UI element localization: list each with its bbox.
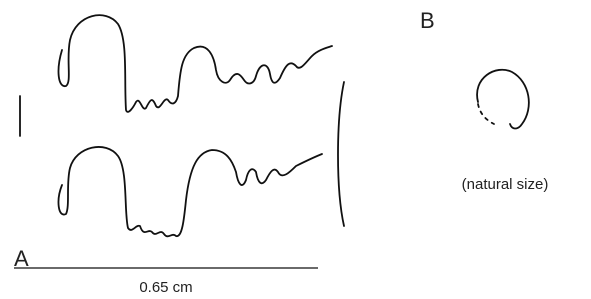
panel-label: B [420, 8, 435, 33]
caption: (natural size) [462, 176, 549, 193]
outline-top [59, 15, 332, 112]
right-edge [338, 82, 344, 226]
outline-bottom [59, 147, 322, 236]
scale-label: 0.65 cm [139, 279, 192, 296]
panel-label: A [14, 246, 29, 271]
natural-size-outline [477, 70, 529, 129]
figure: A 0.65 cm B (natural size) [0, 0, 591, 299]
natural-size-dashed [478, 104, 494, 124]
